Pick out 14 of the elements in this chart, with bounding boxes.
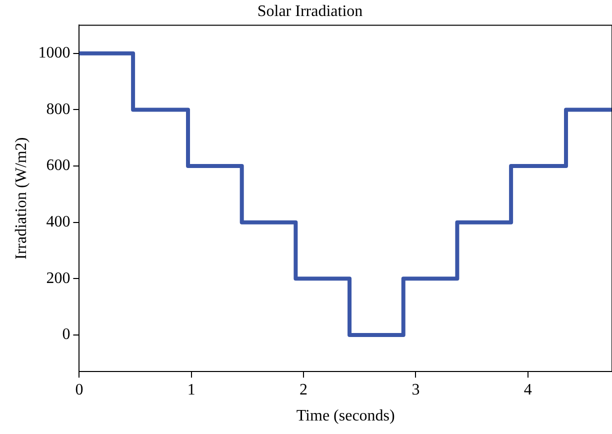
y-tick-label: 800 bbox=[46, 100, 70, 118]
x-tick-label: 1 bbox=[187, 381, 196, 398]
x-tick-label: 3 bbox=[412, 381, 420, 398]
x-tick-label: 4 bbox=[524, 381, 532, 398]
y-tick-label: 0 bbox=[62, 326, 70, 344]
x-tick-label: 2 bbox=[300, 381, 308, 398]
y-tick-label: 600 bbox=[46, 157, 70, 174]
y-tick-label: 200 bbox=[46, 270, 70, 287]
y-tick-label: 400 bbox=[46, 214, 70, 231]
y-axis-title: Irradiation (W/m2) bbox=[12, 137, 30, 260]
x-tick-label: 0 bbox=[75, 381, 84, 398]
y-tick-label: 1000 bbox=[38, 44, 70, 62]
chart-title: Solar Irradiation bbox=[257, 2, 363, 20]
x-axis-title: Time (seconds) bbox=[296, 408, 395, 425]
